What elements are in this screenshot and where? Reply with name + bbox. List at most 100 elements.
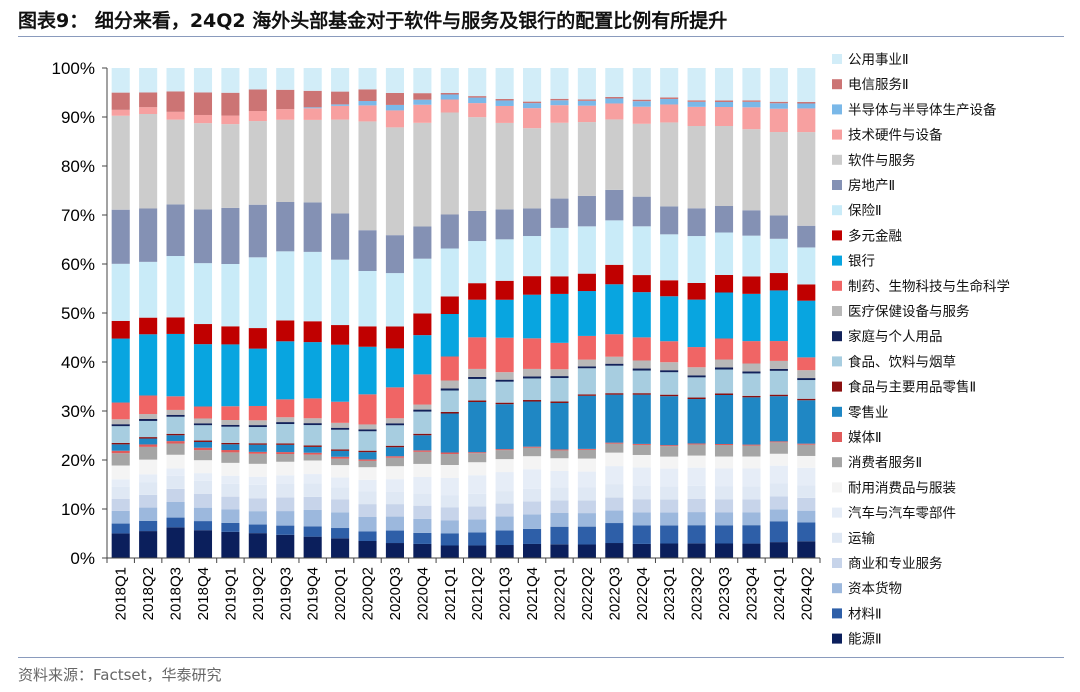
bar-segment-2023Q3-0 [714, 543, 734, 558]
bar-segment-2018Q4-2 [193, 507, 213, 522]
bar-segment-2020Q3-3 [385, 504, 404, 517]
bar-segment-2023Q2-1 [687, 525, 706, 544]
legend-label: 房地产Ⅱ [848, 178, 895, 194]
bar-segment-2023Q4-4 [742, 486, 761, 500]
legend-label: 医疗保健设备与服务 [848, 303, 970, 320]
bar-segment-2018Q1-11 [111, 426, 130, 443]
bar-segment-2018Q1-7 [111, 453, 130, 466]
legend-label: 消费者服务Ⅱ [848, 455, 922, 471]
bar-segment-2021Q3-11 [495, 381, 514, 403]
legend-label: 零售业 [848, 405, 889, 421]
bar-segment-2018Q2-5 [139, 474, 158, 483]
bar-segment-2023Q3-6 [714, 456, 734, 469]
bar-segment-2021Q2-10 [468, 400, 487, 403]
bar-segment-2021Q3-15 [495, 299, 514, 338]
bar-segment-2023Q4-14 [742, 341, 761, 364]
bar-segment-2022Q2-3 [577, 500, 596, 514]
bar-segment-2023Q1-16 [660, 280, 679, 297]
bar-segment-2020Q1-15 [331, 344, 350, 402]
bar-segment-2019Q3-23 [276, 68, 295, 90]
bar-segment-2020Q3-17 [385, 273, 404, 327]
bar-segment-2023Q1-5 [660, 468, 679, 487]
bar-segment-2019Q2-18 [248, 204, 267, 258]
bar-segment-2022Q3-8 [605, 442, 624, 444]
bar-segment-2020Q1-9 [331, 450, 350, 457]
bar-segment-2021Q1-3 [440, 507, 459, 521]
bar-segment-2018Q1-18 [111, 209, 130, 264]
bar-segment-2018Q1-16 [111, 320, 130, 339]
bar-segment-2020Q3-4 [385, 491, 404, 505]
legend-swatch [832, 104, 842, 115]
bar-segment-2022Q3-16 [605, 264, 624, 285]
bar-segment-2022Q4-9 [632, 394, 651, 444]
bar-segment-2024Q1-10 [769, 394, 788, 397]
bar-segment-2022Q3-22 [605, 96, 624, 99]
bar-segment-2020Q4-15 [413, 335, 432, 375]
bar-segment-2018Q2-4 [139, 482, 158, 495]
bar-segment-2024Q2-7 [797, 444, 816, 456]
bar-segment-2023Q4-10 [742, 395, 761, 398]
legend-swatch [832, 331, 842, 342]
bar-segment-2019Q4-11 [303, 425, 322, 446]
bar-segment-2022Q4-7 [632, 444, 651, 455]
bar-segment-2021Q3-1 [495, 530, 514, 546]
bar-segment-2022Q3-0 [605, 543, 624, 558]
bar-segment-2020Q2-6 [358, 467, 377, 480]
bar-segment-2024Q2-17 [797, 247, 816, 285]
bar-segment-2018Q4-9 [193, 441, 213, 448]
bar-segment-2019Q1-3 [221, 496, 240, 510]
legend-swatch [832, 79, 842, 90]
bar-segment-2022Q2-11 [577, 368, 596, 395]
bar-segment-2020Q2-1 [358, 531, 377, 541]
bar-segment-2022Q3-17 [605, 220, 624, 265]
bar-segment-2019Q4-17 [303, 251, 322, 322]
x-tick-label: 2023Q4 [743, 567, 760, 620]
bar-segment-2019Q3-14 [276, 399, 295, 418]
x-tick-label: 2024Q2 [798, 567, 815, 620]
bar-segment-2022Q2-20 [577, 105, 596, 123]
bar-segment-2019Q3-0 [276, 534, 295, 558]
bar-segment-2020Q2-3 [358, 504, 377, 517]
bar-segment-2023Q4-8 [742, 444, 761, 446]
bar-segment-2019Q1-8 [221, 450, 240, 453]
bar-segment-2021Q3-3 [495, 503, 514, 517]
bar-segment-2022Q3-21 [605, 98, 624, 104]
x-tick-label: 2022Q1 [551, 567, 568, 620]
y-tick-label: 90% [61, 108, 95, 127]
bar-segment-2023Q4-6 [742, 456, 761, 469]
bar-segment-2021Q2-1 [468, 532, 487, 546]
bar-segment-2018Q2-8 [139, 444, 158, 447]
bar-segment-2019Q3-8 [276, 452, 295, 454]
bar-segment-2022Q4-18 [632, 196, 651, 227]
x-tick-label: 2018Q1 [113, 567, 130, 620]
bar-segment-2020Q3-8 [385, 456, 404, 458]
bar-segment-2024Q1-9 [769, 396, 788, 442]
x-tick-label: 2023Q1 [661, 567, 678, 620]
bar-segment-2018Q2-6 [139, 459, 158, 475]
bar-segment-2021Q3-17 [495, 239, 514, 281]
bar-segment-2020Q4-21 [413, 99, 432, 105]
bar-segment-2023Q1-17 [660, 234, 679, 281]
bar-segment-2018Q2-19 [139, 114, 158, 209]
bar-segment-2022Q2-2 [577, 513, 596, 527]
bar-segment-2024Q1-12 [769, 368, 788, 371]
bar-segment-2022Q4-2 [632, 512, 651, 526]
legend-swatch [832, 306, 842, 316]
bar-segment-2019Q2-14 [248, 405, 267, 421]
bar-segment-2018Q2-12 [139, 418, 158, 421]
bar-segment-2018Q4-17 [193, 263, 213, 325]
bar-segment-2023Q3-10 [714, 393, 734, 395]
bar-segment-2018Q3-0 [166, 527, 185, 558]
bar-segment-2022Q2-23 [577, 68, 596, 100]
bar-segment-2019Q2-7 [248, 453, 267, 464]
bar-segment-2020Q3-21 [385, 104, 404, 111]
bar-segment-2023Q1-7 [660, 446, 679, 457]
x-tick-label: 2018Q3 [168, 567, 185, 620]
bar-segment-2018Q2-23 [139, 68, 158, 93]
bar-segment-2023Q1-14 [660, 341, 679, 363]
bar-segment-2023Q2-7 [687, 444, 706, 456]
bar-segment-2021Q4-5 [523, 469, 542, 489]
bar-segment-2019Q4-7 [303, 454, 322, 461]
bar-segment-2020Q4-11 [413, 411, 432, 434]
bar-segment-2022Q4-4 [632, 485, 651, 500]
